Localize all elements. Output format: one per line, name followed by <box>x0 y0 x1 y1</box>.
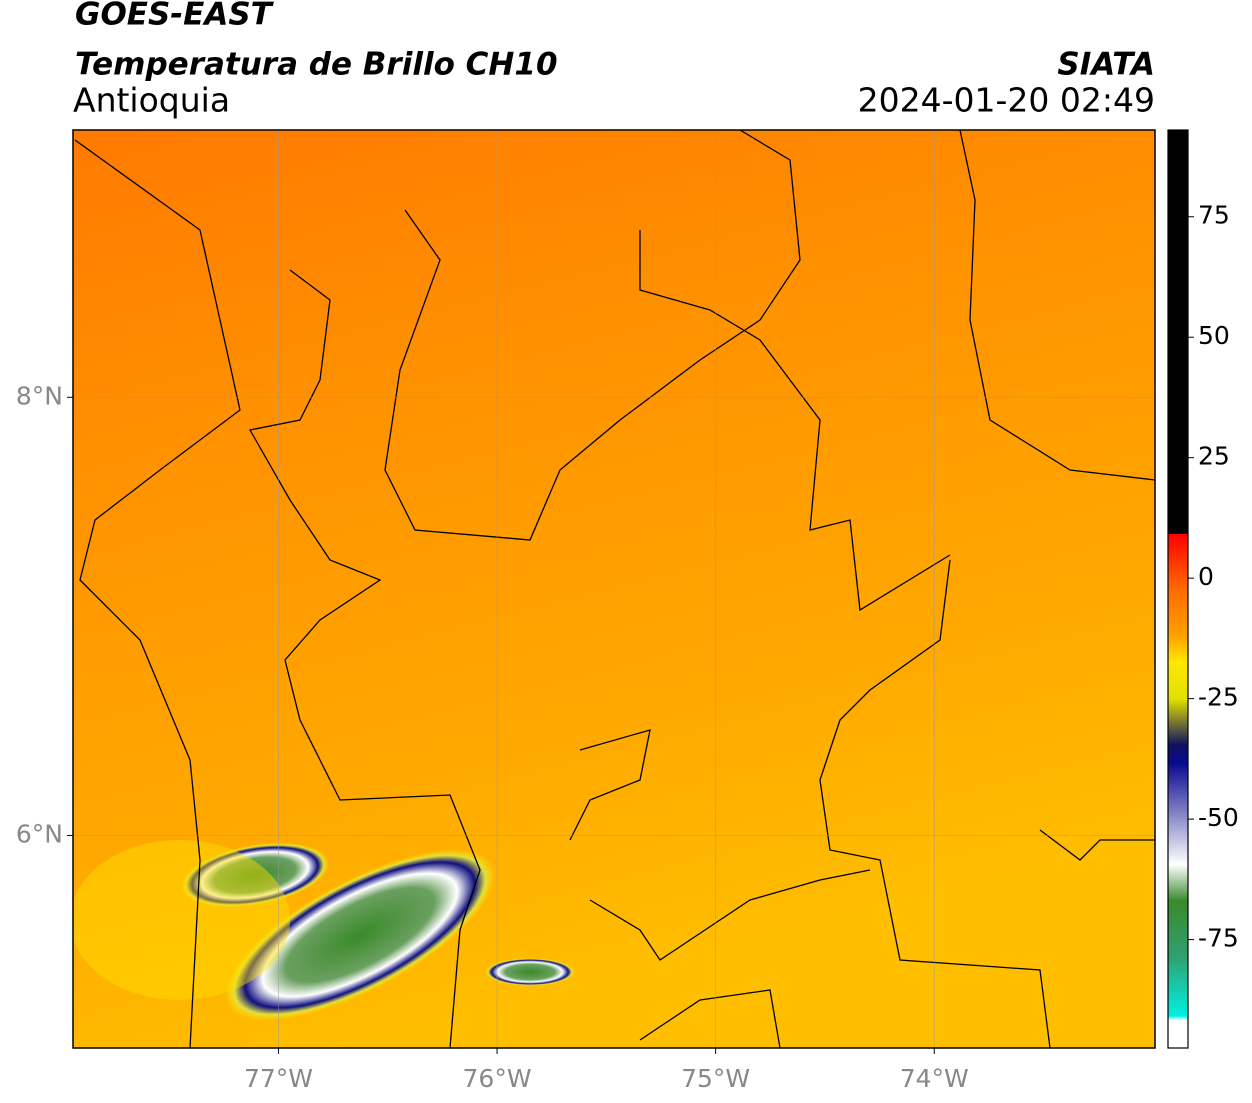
cloud <box>225 849 495 1021</box>
x-tick-label: 74°W <box>900 1064 969 1093</box>
warm-area <box>73 840 290 1000</box>
y-tick-label: 8°N <box>16 381 63 410</box>
timestamp: 2024-01-20 02:49 <box>858 81 1155 120</box>
colorbar <box>1167 129 1189 1049</box>
colorbar-tick-label: -75 <box>1198 924 1239 953</box>
colorbar-tick-label: -25 <box>1198 683 1239 712</box>
colorbar-tick-label: 75 <box>1198 201 1230 230</box>
borders <box>74 130 1155 1048</box>
subtitle: Temperatura de Brillo CH10 <box>75 47 558 83</box>
cloud <box>485 958 575 986</box>
x-tick-label: 76°W <box>463 1064 532 1093</box>
region: Antioquia <box>73 81 230 120</box>
y-tick-label: 6°N <box>16 819 63 848</box>
colorbar-tick-label: -50 <box>1198 803 1239 832</box>
colorbar-tick-label: 50 <box>1198 321 1230 350</box>
source: SIATA <box>1057 47 1155 83</box>
cloud <box>180 842 330 908</box>
title: GOES-EAST <box>75 0 275 33</box>
colorbar-tick-label: 25 <box>1198 442 1230 471</box>
colorbar-tick-label: 0 <box>1198 562 1214 591</box>
map <box>73 130 1155 1048</box>
x-tick-label: 77°W <box>244 1064 313 1093</box>
map-frame <box>72 129 1156 1049</box>
x-tick-label: 75°W <box>681 1064 750 1093</box>
